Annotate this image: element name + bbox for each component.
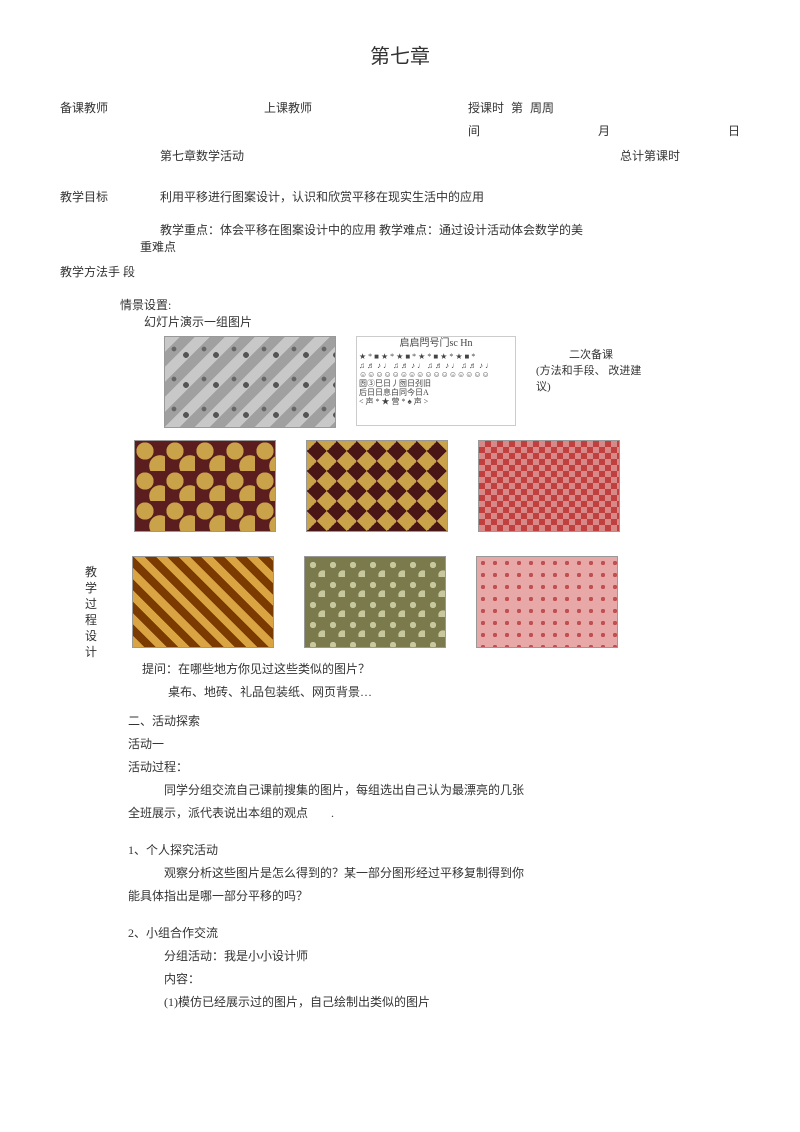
p1-question: 能具体指出是哪一部分平移的吗？: [128, 887, 740, 904]
pattern-red: [478, 440, 620, 532]
activity-1-show: 全班展示，派代表说出本组的观点 .: [128, 804, 740, 821]
section-2: 二、活动探索: [128, 712, 740, 729]
header-row-2: 间 月 日: [60, 122, 740, 139]
pattern-brown: [134, 440, 276, 532]
main-content: 幻灯片演示一组图片 启启閂号门sc Hn ★ * ■ ★ * ★ ■ * ★ *…: [84, 313, 740, 1016]
class-teacher-label: 上课教师: [264, 99, 468, 116]
pattern-row-1: [134, 440, 740, 532]
document-page: 第七章 备课教师 上课教师 授课时 第 周周 间 月 日 第七章数学活动 总计第…: [0, 0, 800, 1056]
p1-title: 1、个人探究活动: [128, 841, 740, 858]
method-row: 教学方法手 段: [60, 263, 740, 280]
goal-text: 利用平移进行图案设计，认识和欣赏平移在现实生活中的应用: [160, 188, 484, 205]
p2-title: 2、小组合作交流: [128, 924, 740, 941]
pattern-pink: [476, 556, 618, 648]
day-label: 日: [728, 122, 740, 139]
question-1: 提问：在哪些地方你见过这些类似的图片？: [142, 660, 740, 677]
activity-1-proc: 活动过程：: [128, 758, 740, 775]
slide-label: 幻灯片演示一组图片: [144, 313, 740, 330]
scene-label: 情景设置:: [120, 296, 740, 313]
prep-teacher-label: 备课教师: [60, 99, 264, 116]
month-label: 月: [598, 122, 610, 139]
focus-label: 重难点: [140, 238, 740, 255]
pattern-row-2: [132, 556, 740, 648]
side-note-sub: (方法和手段、 改进建议): [536, 362, 646, 394]
goal-label: 教学目标: [60, 188, 160, 205]
answer-1: 桌布、地砖、礼品包装纸、网页背景…: [168, 683, 740, 700]
pattern-orange: [132, 556, 274, 648]
decorative-text-block: 启启閂号门sc Hn ★ * ■ ★ * ★ ■ * ★ * ■ ★ * ★ ■…: [356, 336, 516, 426]
goal-row: 教学目标 利用平移进行图案设计，认识和欣赏平移在现实生活中的应用: [60, 188, 740, 205]
time-suffix: 间: [468, 122, 480, 139]
pattern-olive: [304, 556, 446, 648]
content-wrap: 幻灯片演示一组图片 启启閂号门sc Hn ★ * ■ ★ * ★ ■ * ★ *…: [60, 313, 740, 1016]
p2-activity: 分组活动：我是小小设计师: [164, 947, 740, 964]
vertical-label: 教学过程设计: [84, 564, 98, 660]
side-note: 二次备课 (方法和手段、 改进建议): [536, 336, 646, 394]
p2-content-label: 内容：: [164, 970, 740, 987]
focus-line: 教学重点：体会平移在图案设计中的应用 教学难点：通过设计活动体会数学的美: [160, 221, 740, 238]
activity-1: 活动一: [128, 735, 740, 752]
method-label: 教学方法手 段: [60, 263, 135, 280]
chapter-title: 第七章数学活动: [160, 147, 244, 164]
page-title: 第七章: [60, 40, 740, 69]
time-label: 授课时 第 周周: [468, 99, 554, 116]
header-row-1: 备课教师 上课教师 授课时 第 周周: [60, 99, 740, 116]
p1-text: 观察分析这些图片是怎么得到的？某一部分图形经过平移复制得到你: [164, 864, 740, 881]
time-block: 授课时 第 周周: [468, 99, 740, 116]
pattern-birds: [164, 336, 336, 428]
p2-item-1: (1)模仿已经展示过的图片，自己绘制出类似的图片: [164, 993, 740, 1010]
total-periods: 总计第课时: [620, 147, 680, 164]
focus-block: 教学重点：体会平移在图案设计中的应用 教学难点：通过设计活动体会数学的美 重难点: [60, 221, 740, 255]
pattern-brown2: [306, 440, 448, 532]
chapter-row: 第七章数学活动 总计第课时: [160, 147, 680, 164]
activity-1-text: 同学分组交流自己课前搜集的图片，每组选出自己认为最漂亮的几张: [164, 781, 740, 798]
side-note-title: 二次备课: [536, 346, 646, 362]
